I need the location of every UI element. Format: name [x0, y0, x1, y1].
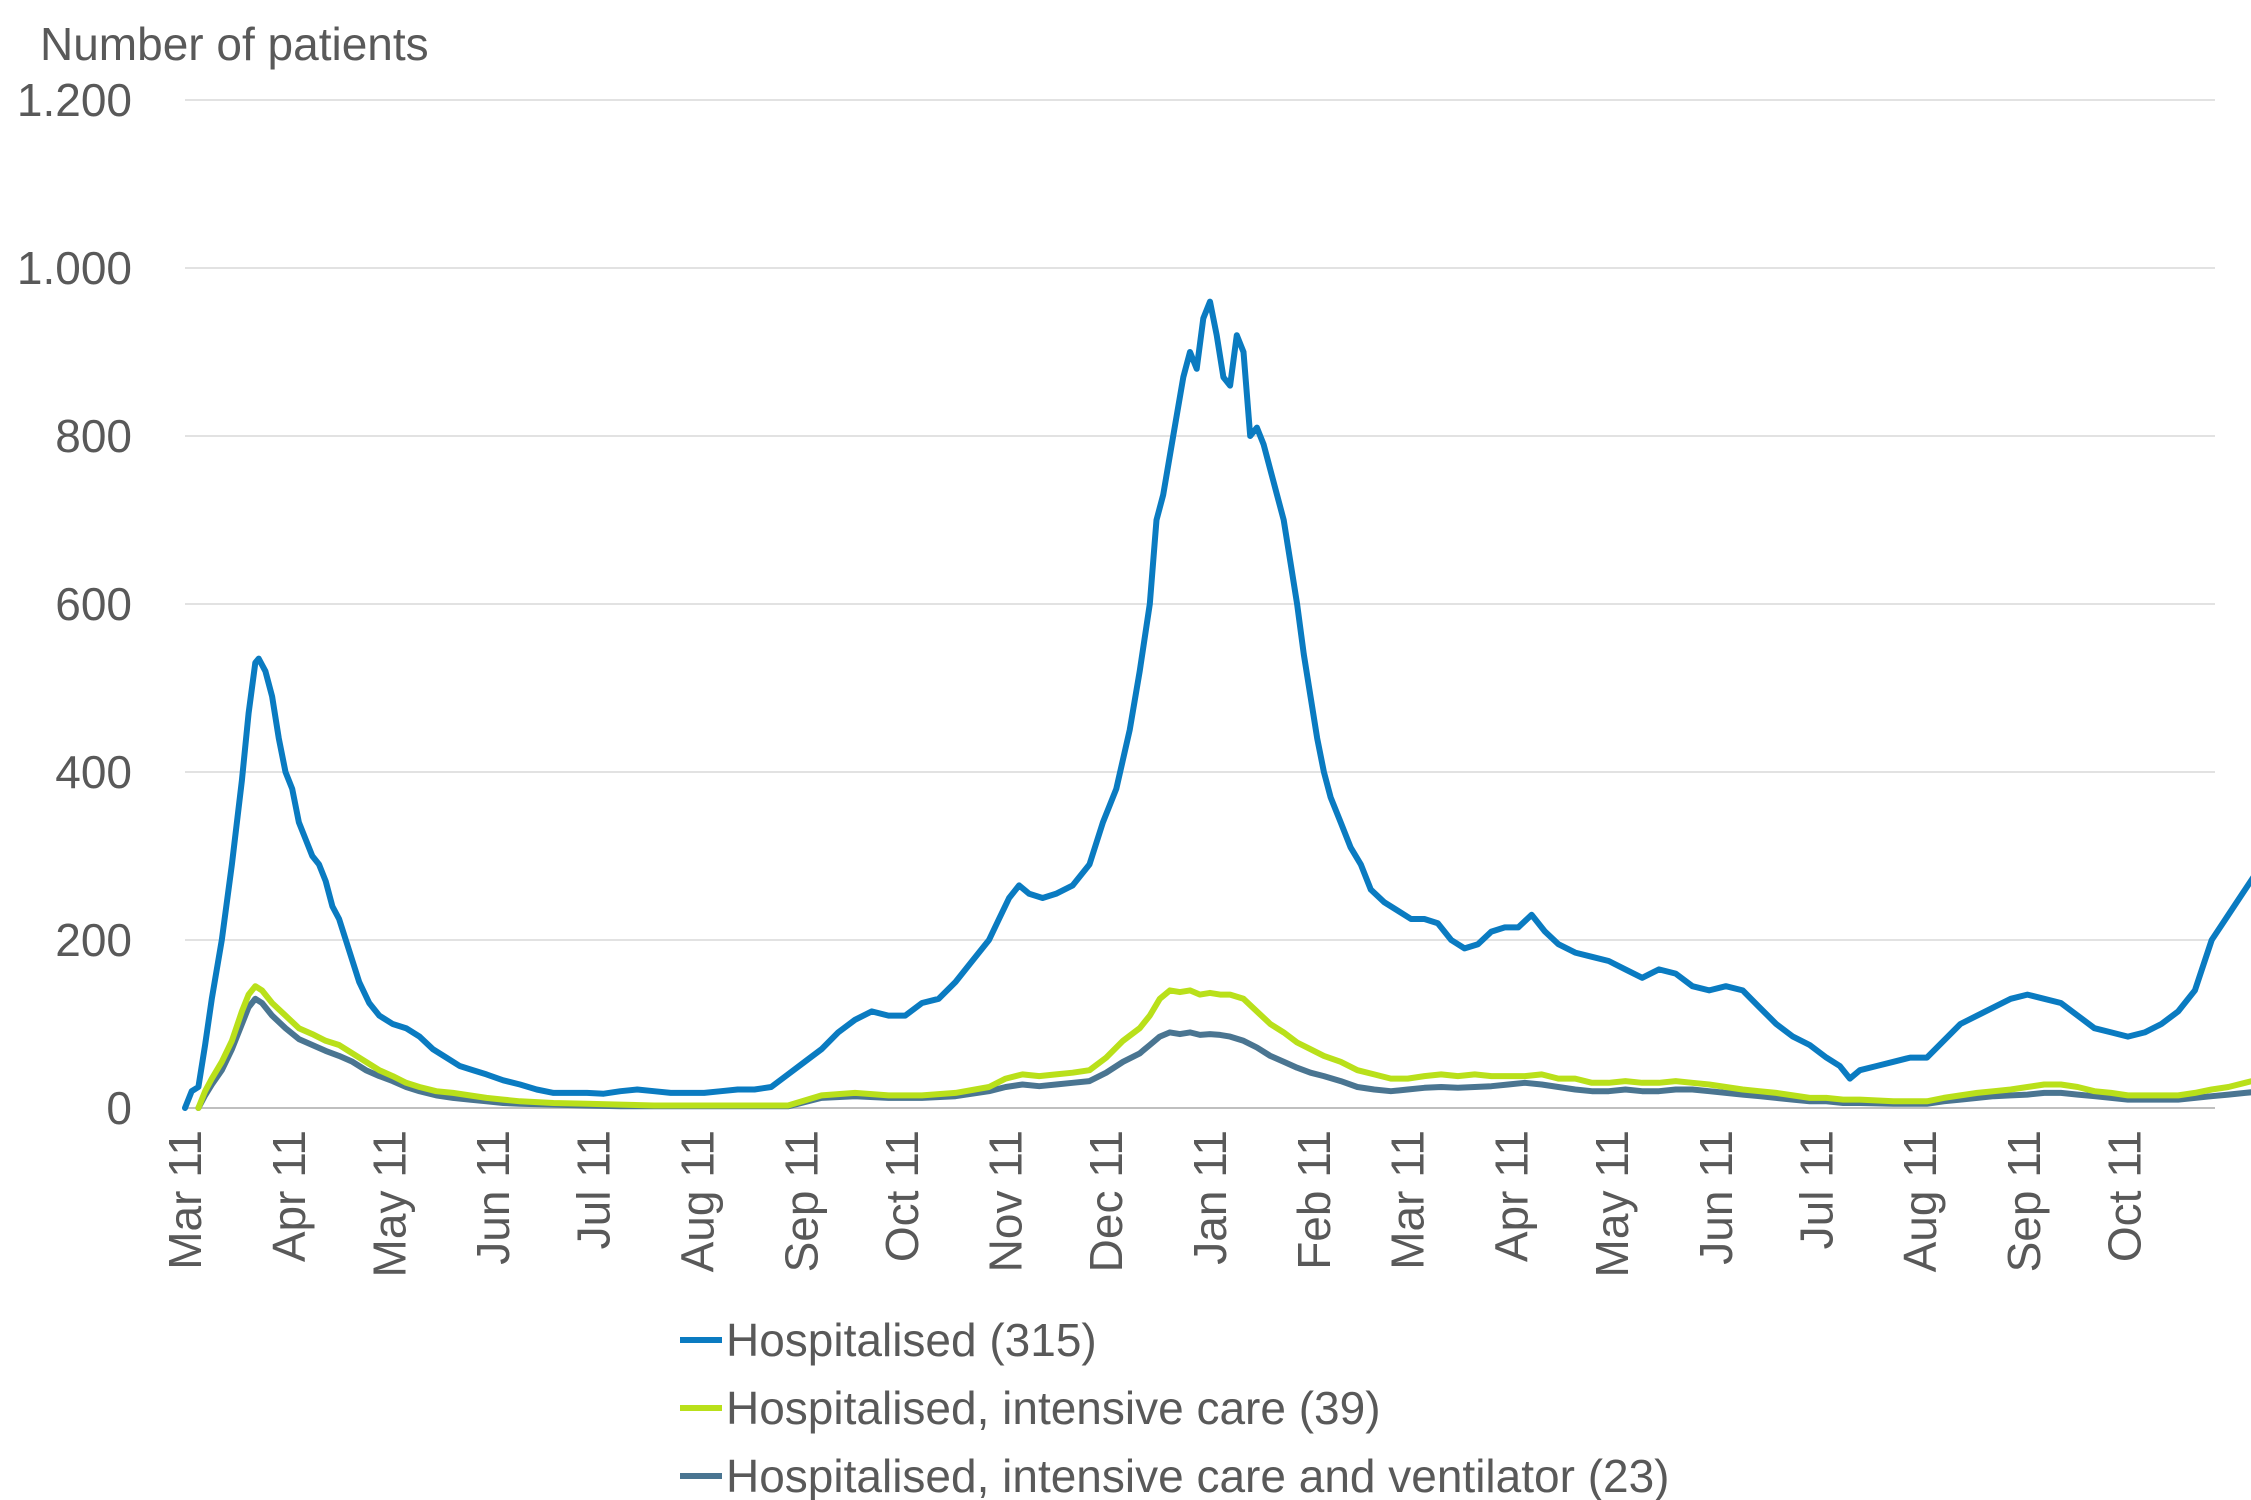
x-tick-label: Aug 11: [672, 1130, 724, 1272]
x-tick-label: May 11: [363, 1130, 415, 1277]
x-tick-label: Feb 11: [1288, 1130, 1340, 1270]
legend-label: Hospitalised, intensive care and ventila…: [726, 1450, 1670, 1500]
legend-label: Hospitalised (315): [726, 1314, 1097, 1366]
legend: Hospitalised (315) Hospitalised, intensiv…: [680, 1314, 1670, 1500]
y-tick-label: 800: [55, 410, 132, 462]
series-line-3: [195, 995, 2251, 1111]
y-tick-label: 400: [55, 746, 132, 798]
y-tick-labels: 0 200 400 600 800 1.000 1.200: [17, 74, 132, 1134]
x-tick-label: Apr 11: [263, 1130, 315, 1262]
series-line-2: [195, 983, 2251, 1111]
series-line-1: [182, 298, 2251, 1111]
x-tick-label: Apr 11: [1486, 1130, 1538, 1262]
x-tick-label: Nov 11: [980, 1130, 1032, 1272]
x-tick-label: Dec 11: [1080, 1130, 1132, 1272]
y-axis-title: Number of patients: [40, 18, 429, 70]
x-tick-label: Oct 11: [2099, 1130, 2151, 1262]
x-tick-label: Jun 11: [467, 1130, 519, 1265]
y-tick-label: 0: [106, 1082, 132, 1134]
x-tick-label: May 11: [1586, 1130, 1638, 1277]
x-tick-label: Oct 11: [876, 1130, 928, 1262]
x-tick-label: Aug 11: [1894, 1130, 1946, 1272]
gridlines: [185, 99, 2215, 1109]
x-tick-label: Jan 11: [1184, 1130, 1236, 1265]
y-tick-label: 1.000: [17, 242, 132, 294]
y-tick-label: 600: [55, 578, 132, 630]
legend-label: Hospitalised, intensive care (39): [726, 1382, 1381, 1434]
x-tick-label: Sep 11: [775, 1130, 827, 1272]
x-tick-labels: Mar 11 Apr 11 May 11 Jun 11 Jul 11 Aug 11 Sep …: [159, 1130, 2151, 1277]
x-tick-label: Mar 11: [1382, 1130, 1434, 1270]
y-tick-label: 200: [55, 914, 132, 966]
x-tick-label: Sep 11: [1998, 1130, 2050, 1272]
series-lines: [182, 298, 2251, 1111]
x-tick-label: Jul 11: [1790, 1130, 1842, 1249]
y-tick-label: 1.200: [17, 74, 132, 126]
x-tick-label: Jun 11: [1690, 1130, 1742, 1265]
x-tick-label: Jul 11: [568, 1130, 620, 1249]
x-tick-label: Mar 11: [159, 1130, 211, 1270]
